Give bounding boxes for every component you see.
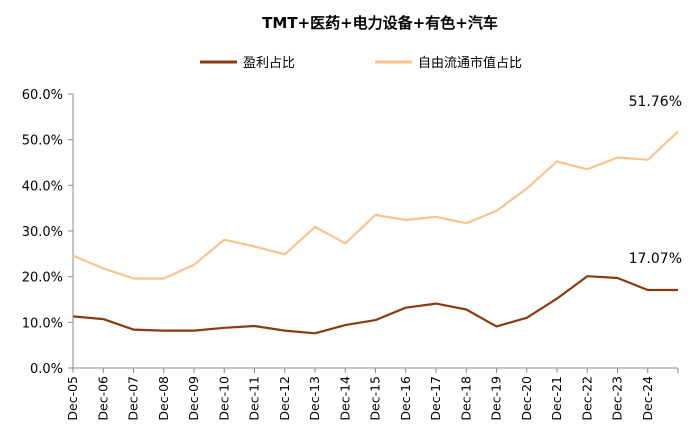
end-label-profit: 17.07% (629, 251, 682, 267)
series-line-market-cap (72, 130, 679, 280)
legend: 盈利占比 自由流通市值占比 (200, 55, 522, 71)
y-tick-label: 20.0% (22, 271, 63, 286)
x-tick-label: Dec-23 (610, 376, 625, 421)
x-tick-label: Dec-06 (95, 376, 110, 421)
x-tick-label: Dec-22 (579, 376, 594, 421)
x-tick-label: Dec-24 (640, 376, 655, 421)
x-tick-label: Dec-18 (458, 376, 473, 421)
x-tick-label: Dec-14 (337, 376, 352, 421)
legend-label-market-cap: 自由流通市值占比 (418, 55, 522, 71)
x-tick-label: Dec-20 (519, 376, 534, 421)
x-tick-label: Dec-05 (65, 376, 80, 421)
x-tick-label: Dec-21 (549, 376, 564, 421)
x-tick-label: Dec-17 (428, 376, 443, 421)
y-tick-label: 60.0% (22, 88, 63, 103)
x-tick-label: Dec-13 (307, 376, 322, 421)
chart-title: TMT+医药+电力设备+有色+汽车 (262, 14, 498, 32)
axes: 0.0% 10.0% 20.0% 30.0% 40.0% 50.0% 60.0% Dec-05… (22, 88, 679, 421)
x-tick-label: Dec-15 (368, 376, 383, 421)
y-tick-label: 10.0% (22, 316, 63, 331)
x-tick-label: Dec-16 (398, 376, 413, 421)
end-labels: 51.76% 17.07% (629, 94, 682, 267)
series-group (72, 130, 679, 335)
series-line-profit (72, 275, 678, 335)
x-tick-label: Dec-12 (277, 376, 292, 421)
x-tick-label: Dec-11 (247, 376, 262, 421)
x-tick-label: Dec-10 (216, 376, 231, 421)
x-tick-label: Dec-08 (156, 376, 171, 421)
y-tick-label: 50.0% (22, 134, 63, 149)
legend-label-profit: 盈利占比 (243, 56, 295, 71)
y-tick-label: 0.0% (30, 362, 63, 377)
x-tick-label: Dec-07 (126, 376, 141, 421)
x-tick-label: Dec-09 (186, 376, 201, 421)
y-tick-label: 30.0% (22, 225, 63, 240)
x-tick-label: Dec-19 (489, 376, 504, 421)
y-tick-label: 40.0% (22, 179, 63, 194)
end-label-market-cap: 51.76% (629, 94, 682, 110)
